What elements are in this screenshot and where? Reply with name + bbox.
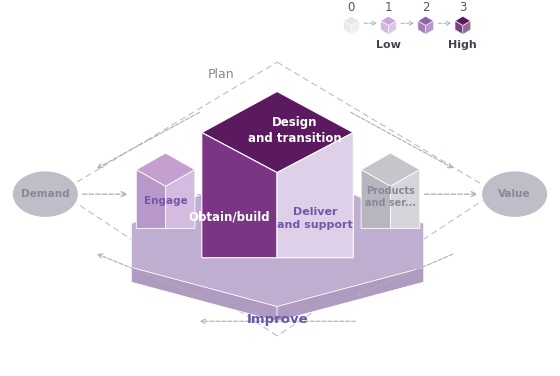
Polygon shape [343,16,359,26]
Polygon shape [343,21,351,34]
Text: Deliver
and support: Deliver and support [277,208,353,230]
Ellipse shape [12,171,78,218]
Text: Low: Low [376,40,401,50]
Text: 0: 0 [348,1,355,14]
Text: Engage: Engage [144,196,188,206]
Text: Products
and ser...: Products and ser... [365,186,416,208]
Polygon shape [277,133,353,258]
Text: 3: 3 [459,1,466,14]
Polygon shape [361,153,420,186]
Polygon shape [418,21,426,34]
Polygon shape [463,21,470,34]
Polygon shape [389,21,396,34]
Polygon shape [381,21,389,34]
Polygon shape [277,267,424,321]
Polygon shape [202,91,353,173]
Polygon shape [455,21,463,34]
Polygon shape [455,16,470,26]
Text: High: High [449,40,477,50]
Ellipse shape [482,171,548,218]
Text: Obtain/build: Obtain/build [188,210,270,223]
Polygon shape [418,16,433,26]
Polygon shape [351,21,359,34]
Text: Improve: Improve [246,313,308,326]
Text: 1: 1 [385,1,392,14]
Polygon shape [166,170,195,228]
Polygon shape [381,16,396,26]
Text: Design
and transition: Design and transition [248,116,342,145]
Polygon shape [132,267,277,321]
Polygon shape [426,21,433,34]
Text: Plan: Plan [208,68,235,81]
Text: Demand: Demand [21,189,69,199]
Text: Value: Value [498,189,531,199]
Polygon shape [136,153,195,186]
Polygon shape [136,170,166,228]
Polygon shape [361,170,390,228]
Text: 2: 2 [422,1,430,14]
Polygon shape [132,163,424,306]
Polygon shape [390,170,420,228]
Polygon shape [202,133,277,258]
